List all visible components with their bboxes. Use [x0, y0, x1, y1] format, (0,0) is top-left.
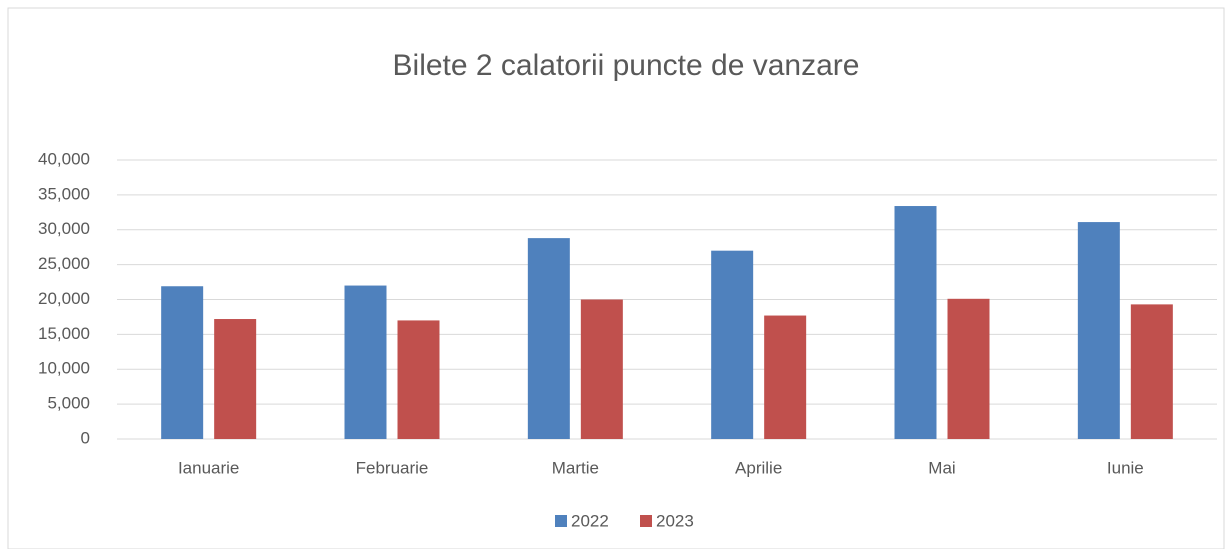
legend-label: 2022	[571, 511, 609, 530]
x-tick-label: Februarie	[356, 458, 429, 477]
legend-swatch	[555, 515, 567, 527]
y-tick-label: 5,000	[47, 394, 90, 413]
y-tick-label: 25,000	[38, 254, 90, 273]
legend-swatch	[640, 515, 652, 527]
y-tick-label: 15,000	[38, 324, 90, 343]
chart-border	[7, 7, 1225, 550]
y-tick-label: 35,000	[38, 184, 90, 203]
x-tick-label: Mai	[928, 458, 955, 477]
chart-title: Bilete 2 calatorii puncte de vanzare	[393, 49, 860, 82]
x-tick-label: Martie	[552, 458, 599, 477]
bar	[214, 319, 257, 439]
bar	[894, 206, 937, 439]
bar	[580, 299, 623, 439]
bar	[764, 315, 807, 439]
y-tick-label: 10,000	[38, 359, 90, 378]
y-tick-label: 0	[81, 428, 90, 447]
bar	[397, 320, 440, 439]
y-tick-label: 30,000	[38, 219, 90, 238]
bar	[1130, 304, 1173, 439]
x-tick-label: Ianuarie	[178, 458, 239, 477]
x-tick-label: Iunie	[1107, 458, 1144, 477]
bar	[527, 238, 570, 439]
bar	[161, 286, 204, 439]
x-tick-label: Aprilie	[735, 458, 782, 477]
y-tick-label: 20,000	[38, 289, 90, 308]
y-tick-label: 40,000	[38, 149, 90, 168]
bar	[711, 250, 754, 439]
bar	[1077, 222, 1120, 439]
bar	[344, 285, 387, 439]
bar	[947, 298, 990, 439]
legend-label: 2023	[656, 511, 694, 530]
